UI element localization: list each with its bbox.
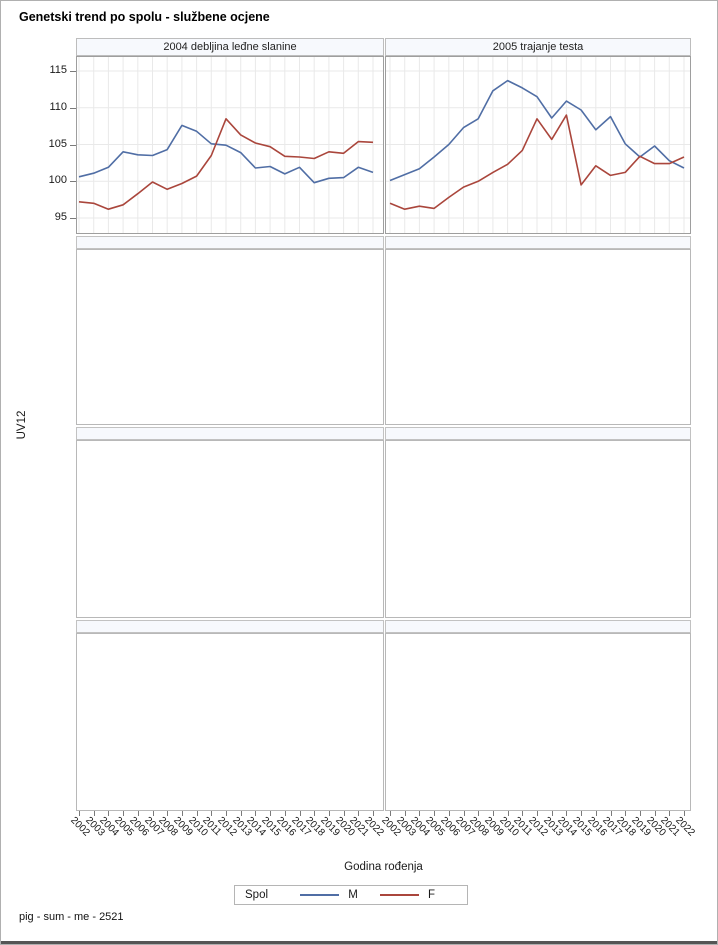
legend-line-f-icon — [379, 894, 419, 896]
line-chart-2004 — [77, 57, 383, 233]
x-tick-mark — [181, 811, 183, 816]
empty-panel-header-r1c0 — [76, 236, 384, 249]
panel-plot-2004 — [76, 56, 384, 234]
x-tick-mark — [255, 811, 257, 816]
x-tick-mark — [373, 811, 374, 816]
window-bottom-edge — [1, 941, 717, 944]
series-line-F — [389, 114, 685, 210]
panel-header-2004: 2004 debljina leđne slanine — [76, 38, 384, 56]
x-tick-mark — [669, 811, 671, 816]
series-line-F — [78, 117, 374, 210]
x-tick-mark — [358, 811, 360, 816]
x-tick-mark — [684, 811, 685, 816]
y-tick-label: 95 — [54, 211, 67, 223]
legend-label-f: F — [427, 889, 435, 901]
x-tick-mark — [108, 811, 110, 816]
y-tick-label: 115 — [49, 64, 67, 76]
empty-panel-header-r2c0 — [76, 427, 384, 440]
x-tick-mark — [463, 811, 465, 816]
empty-panel-r2c1 — [385, 440, 691, 618]
x-tick-mark — [537, 811, 538, 816]
x-tick-mark — [137, 811, 139, 816]
x-tick-mark — [93, 811, 95, 816]
x-tick-mark — [152, 811, 154, 816]
legend-label-m: M — [348, 889, 358, 901]
x-tick-mark — [314, 811, 316, 816]
series-line-M — [389, 79, 685, 182]
empty-panel-header-r1c1 — [385, 236, 691, 249]
y-tick-mark — [70, 145, 76, 146]
x-tick-mark — [551, 811, 553, 816]
empty-panel-r3c0 — [76, 633, 384, 811]
x-tick-mark — [79, 811, 80, 816]
panel-plot-2005 — [385, 56, 691, 234]
legend-line-m-icon — [300, 894, 340, 896]
y-axis-label: UV12 — [16, 410, 28, 440]
x-tick-mark — [654, 811, 656, 816]
x-tick-mark — [284, 811, 286, 816]
x-tick-mark — [390, 811, 391, 816]
x-tick-mark — [581, 811, 583, 816]
empty-panel-r1c0 — [76, 249, 384, 425]
empty-panel-header-r2c1 — [385, 427, 691, 440]
y-tick-mark — [70, 108, 76, 109]
panel-header-2005: 2005 trajanje testa — [385, 38, 691, 56]
x-tick-mark — [343, 811, 345, 816]
empty-panel-header-r3c1 — [385, 620, 691, 633]
chart-title: Genetski trend po spolu - službene ocjen… — [19, 10, 270, 24]
empty-panel-r2c0 — [76, 440, 384, 618]
x-tick-mark — [639, 811, 641, 816]
x-tick-mark — [196, 811, 198, 816]
x-tick-mark — [507, 811, 509, 816]
x-tick-mark — [610, 811, 612, 816]
x-tick-mark — [240, 811, 242, 816]
empty-panel-r1c1 — [385, 249, 691, 425]
line-chart-2005 — [386, 57, 690, 233]
x-tick-mark — [492, 811, 494, 816]
x-tick-mark — [167, 811, 169, 816]
x-tick-mark — [448, 811, 450, 816]
y-tick-label: 110 — [49, 101, 67, 113]
x-tick-mark — [566, 811, 568, 816]
x-tick-mark — [270, 811, 272, 816]
x-tick-mark — [123, 811, 125, 816]
x-tick-mark — [299, 811, 301, 816]
x-tick-mark — [478, 811, 480, 816]
x-axis-label: Godina rođenja — [344, 861, 423, 873]
x-tick-mark — [522, 811, 524, 816]
legend: Spol M F — [234, 885, 468, 905]
x-tick-mark — [419, 811, 421, 816]
y-tick-label: 100 — [48, 174, 67, 186]
x-tick-mark — [404, 811, 406, 816]
x-tick-mark — [328, 811, 330, 816]
series-line-M — [78, 124, 374, 184]
y-tick-label: 105 — [48, 138, 67, 150]
x-tick-mark — [211, 811, 213, 816]
footnote: pig - sum - me - 2521 — [19, 911, 124, 923]
x-tick-mark — [595, 811, 597, 816]
x-tick-mark — [226, 811, 227, 816]
y-tick-mark — [70, 218, 76, 219]
x-tick-mark — [625, 811, 627, 816]
empty-panel-header-r3c0 — [76, 620, 384, 633]
y-tick-mark — [70, 181, 76, 182]
legend-title: Spol — [245, 889, 269, 901]
empty-panel-r3c1 — [385, 633, 691, 811]
y-tick-mark — [70, 71, 76, 72]
x-tick-mark — [434, 811, 436, 816]
